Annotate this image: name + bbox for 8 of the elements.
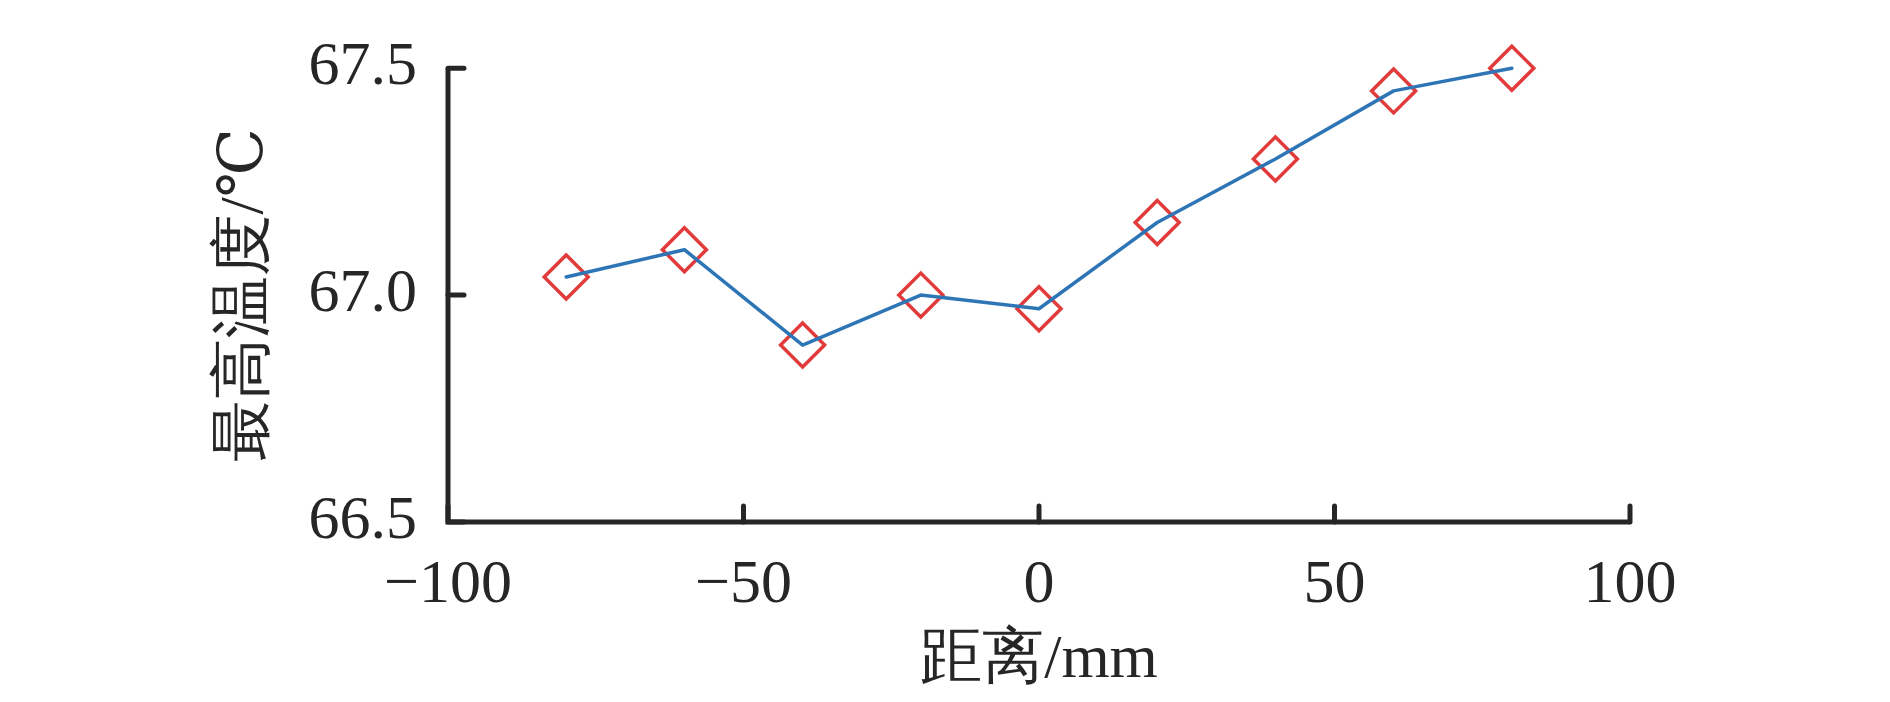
y-tick-label: 67.0 [308, 256, 417, 325]
x-tick-label: 0 [1023, 547, 1055, 616]
x-axis-title: 距离/mm [920, 622, 1158, 691]
x-tick-label: 50 [1303, 547, 1366, 616]
x-tick-label: 100 [1583, 547, 1677, 616]
x-tick-label: −50 [695, 547, 792, 616]
y-axis-title: 最高温度/℃ [207, 127, 276, 463]
y-tick-label: 67.5 [308, 29, 417, 98]
